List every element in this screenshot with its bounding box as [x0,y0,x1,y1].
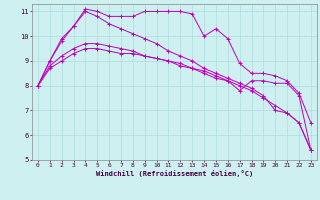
X-axis label: Windchill (Refroidissement éolien,°C): Windchill (Refroidissement éolien,°C) [96,170,253,177]
